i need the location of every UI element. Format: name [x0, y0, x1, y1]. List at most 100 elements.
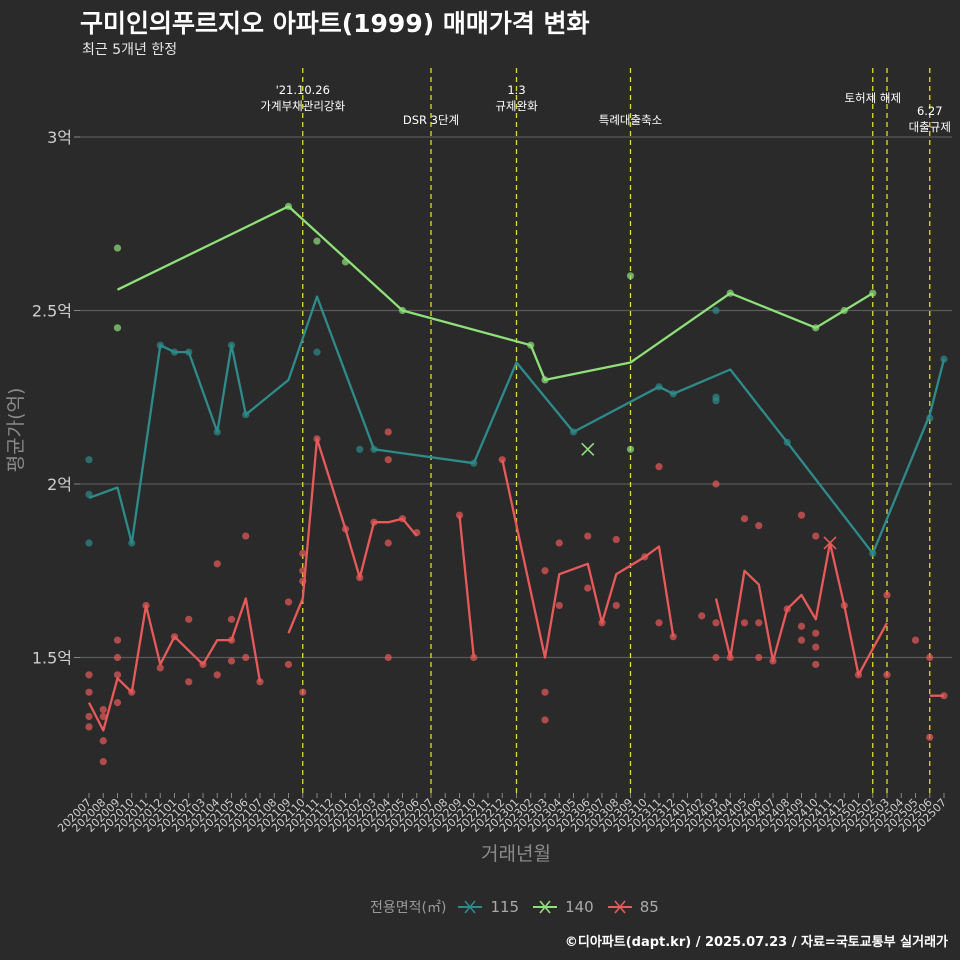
- data-point-85: [85, 671, 93, 679]
- data-point-115: [313, 348, 321, 356]
- data-point-85: [384, 539, 392, 547]
- series-line-140: [116, 205, 874, 382]
- data-point-85: [99, 712, 107, 721]
- data-point-85: [99, 705, 107, 714]
- data-point-85: [85, 688, 93, 696]
- data-point-115: [85, 539, 93, 547]
- data-point-115: [356, 445, 364, 453]
- legend: 전용면적(㎡) 115 140 85: [370, 896, 667, 918]
- data-point-85: [384, 428, 392, 436]
- data-point-85: [755, 619, 763, 627]
- legend-key-85-icon: [607, 900, 632, 914]
- data-point-85: [185, 678, 193, 686]
- policy-annotation: 1.3: [507, 83, 525, 97]
- data-point-85: [99, 758, 107, 766]
- data-point-85: [541, 688, 549, 696]
- series-line-85: [714, 541, 889, 677]
- y-tick-label: 3억: [47, 128, 72, 147]
- data-point-140: [113, 324, 122, 332]
- data-point-85: [740, 619, 749, 627]
- policy-annotation: '21.10.26: [276, 83, 330, 97]
- data-point-85: [612, 601, 620, 610]
- data-point-85: [113, 671, 122, 679]
- data-point-85: [85, 712, 93, 721]
- legend-key-140-icon: [533, 900, 558, 914]
- data-point-85: [541, 567, 549, 575]
- data-point-85: [655, 619, 663, 627]
- data-point-85: [541, 716, 549, 724]
- data-point-85: [242, 532, 250, 540]
- data-point-115: [712, 397, 720, 405]
- data-point-85: [740, 515, 749, 523]
- data-point-85: [227, 657, 236, 665]
- policy-annotation: 규제완화: [495, 99, 538, 113]
- series-layer: [85, 202, 948, 766]
- legend-item-85: 85: [606, 898, 667, 916]
- data-point-85: [213, 560, 221, 568]
- legend-key-115-icon: [458, 900, 483, 914]
- data-point-85: [113, 699, 122, 707]
- y-tick-label: 2억: [47, 475, 72, 494]
- data-point-140: [313, 237, 321, 245]
- series-line-85: [458, 515, 475, 658]
- data-point-140: [626, 445, 635, 453]
- data-point-85: [883, 591, 891, 599]
- source-caption: ©디아파트(dapt.kr) / 2025.07.23 / 자료=국토교통부 실…: [564, 935, 948, 950]
- data-point-85: [299, 688, 307, 696]
- data-point-85: [213, 671, 221, 679]
- data-point-85: [812, 629, 820, 637]
- data-point-85: [384, 456, 392, 464]
- data-point-85: [113, 653, 122, 662]
- data-point-85: [185, 615, 193, 623]
- data-point-85: [299, 549, 307, 558]
- legend-item-115: 115: [456, 898, 527, 916]
- y-axis: 1.5억 2억 2.5억 3억: [32, 128, 80, 668]
- policy-annotation: 가계부채관리강화: [260, 99, 345, 113]
- legend-label-140: 140: [565, 898, 594, 916]
- y-tick-label: 1.5억: [32, 649, 72, 668]
- y-axis-label: 평균가(억): [5, 388, 27, 473]
- data-point-85: [99, 737, 107, 745]
- x-axis-label: 거래년월: [481, 843, 551, 865]
- cross-marker-140: [581, 442, 595, 456]
- data-point-85: [755, 522, 763, 530]
- series-line-85: [287, 437, 418, 634]
- series-line-85: [87, 597, 262, 732]
- data-point-85: [926, 653, 934, 662]
- y-tick-label: 2.5억: [32, 302, 72, 321]
- legend-label-115: 115: [490, 898, 520, 916]
- policy-annotation: 6.27: [917, 104, 943, 118]
- data-point-85: [384, 653, 392, 662]
- data-point-85: [284, 598, 293, 606]
- chart-subtitle: 최근 5개년 한정: [82, 42, 178, 58]
- data-point-85: [812, 660, 820, 669]
- legend-label-85: 85: [639, 898, 659, 916]
- data-point-85: [156, 664, 164, 672]
- cross-marker-85: [823, 536, 837, 550]
- data-point-140: [626, 272, 635, 280]
- data-point-85: [284, 660, 293, 669]
- data-point-115: [85, 456, 93, 464]
- data-point-85: [812, 643, 820, 651]
- data-point-115: [712, 306, 720, 315]
- chart-title: 구미인의푸르지오 아파트(1999) 매매가격 변화: [80, 9, 590, 38]
- data-point-85: [812, 532, 820, 540]
- policy-annotation: 특례대출축소: [599, 113, 662, 127]
- data-point-85: [755, 653, 763, 662]
- policy-annotation: 대출규제: [909, 120, 951, 134]
- legend-title: 전용면적(㎡): [370, 900, 447, 916]
- data-point-85: [911, 636, 920, 644]
- data-point-85: [555, 539, 563, 547]
- data-point-85: [797, 511, 806, 519]
- legend-item-140: 140: [531, 898, 602, 916]
- data-point-140: [113, 244, 122, 252]
- policy-annotation: DSR 3단계: [403, 113, 459, 127]
- data-point-115: [940, 355, 948, 363]
- data-point-85: [926, 733, 934, 741]
- policy-annotation: 토허제 해제: [844, 91, 901, 105]
- series-line-115: [88, 295, 946, 555]
- data-point-85: [612, 535, 620, 544]
- data-point-85: [712, 480, 720, 488]
